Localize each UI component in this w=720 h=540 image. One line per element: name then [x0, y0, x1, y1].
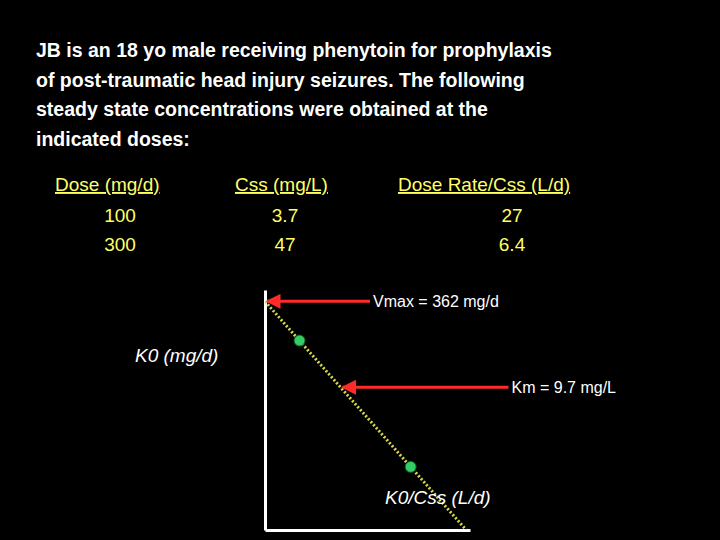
x-axis-title: K0/Css (L/d) [385, 487, 491, 508]
title-line: JB is an 18 yo male receiving phenytoin … [36, 39, 552, 61]
title-line: of post-traumatic head injury seizures. … [36, 69, 525, 91]
slide: JB is an 18 yo male receiving phenytoin … [0, 0, 720, 540]
table-cell: 100 [104, 205, 136, 226]
table-cell: 300 [104, 234, 136, 255]
axis-line [264, 291, 267, 531]
background [0, 0, 720, 540]
data-point [294, 335, 305, 346]
title-line: steady state concentrations were obtaine… [36, 98, 488, 120]
data-point [405, 461, 416, 472]
table-cell: 27 [501, 205, 522, 226]
y-axis [265, 291, 266, 531]
dose-table: Dose (mg/d) Css (mg/L) Dose Rate/Css (L/d)… [55, 174, 570, 255]
axis-line [266, 529, 471, 532]
table-cell: 47 [274, 234, 295, 255]
annotation-label: Km = 9.7 mg/L [512, 379, 617, 396]
table-header: Dose (mg/d) [55, 174, 160, 195]
table-cell: 6.4 [499, 234, 526, 255]
annotation-label: Vmax = 362 mg/d [373, 293, 499, 310]
table-header: Css (mg/L) [235, 174, 328, 195]
title: JB is an 18 yo male receiving phenytoin … [36, 39, 552, 150]
annotation-arrow [267, 300, 370, 303]
y-axis-title: K0 (mg/d) [135, 345, 218, 366]
annotation-arrow [343, 386, 509, 389]
title-line: indicated doses: [36, 128, 190, 150]
table-cell: 3.7 [272, 205, 298, 226]
x-axis [266, 530, 471, 531]
table-header: Dose Rate/Css (L/d) [398, 174, 570, 195]
